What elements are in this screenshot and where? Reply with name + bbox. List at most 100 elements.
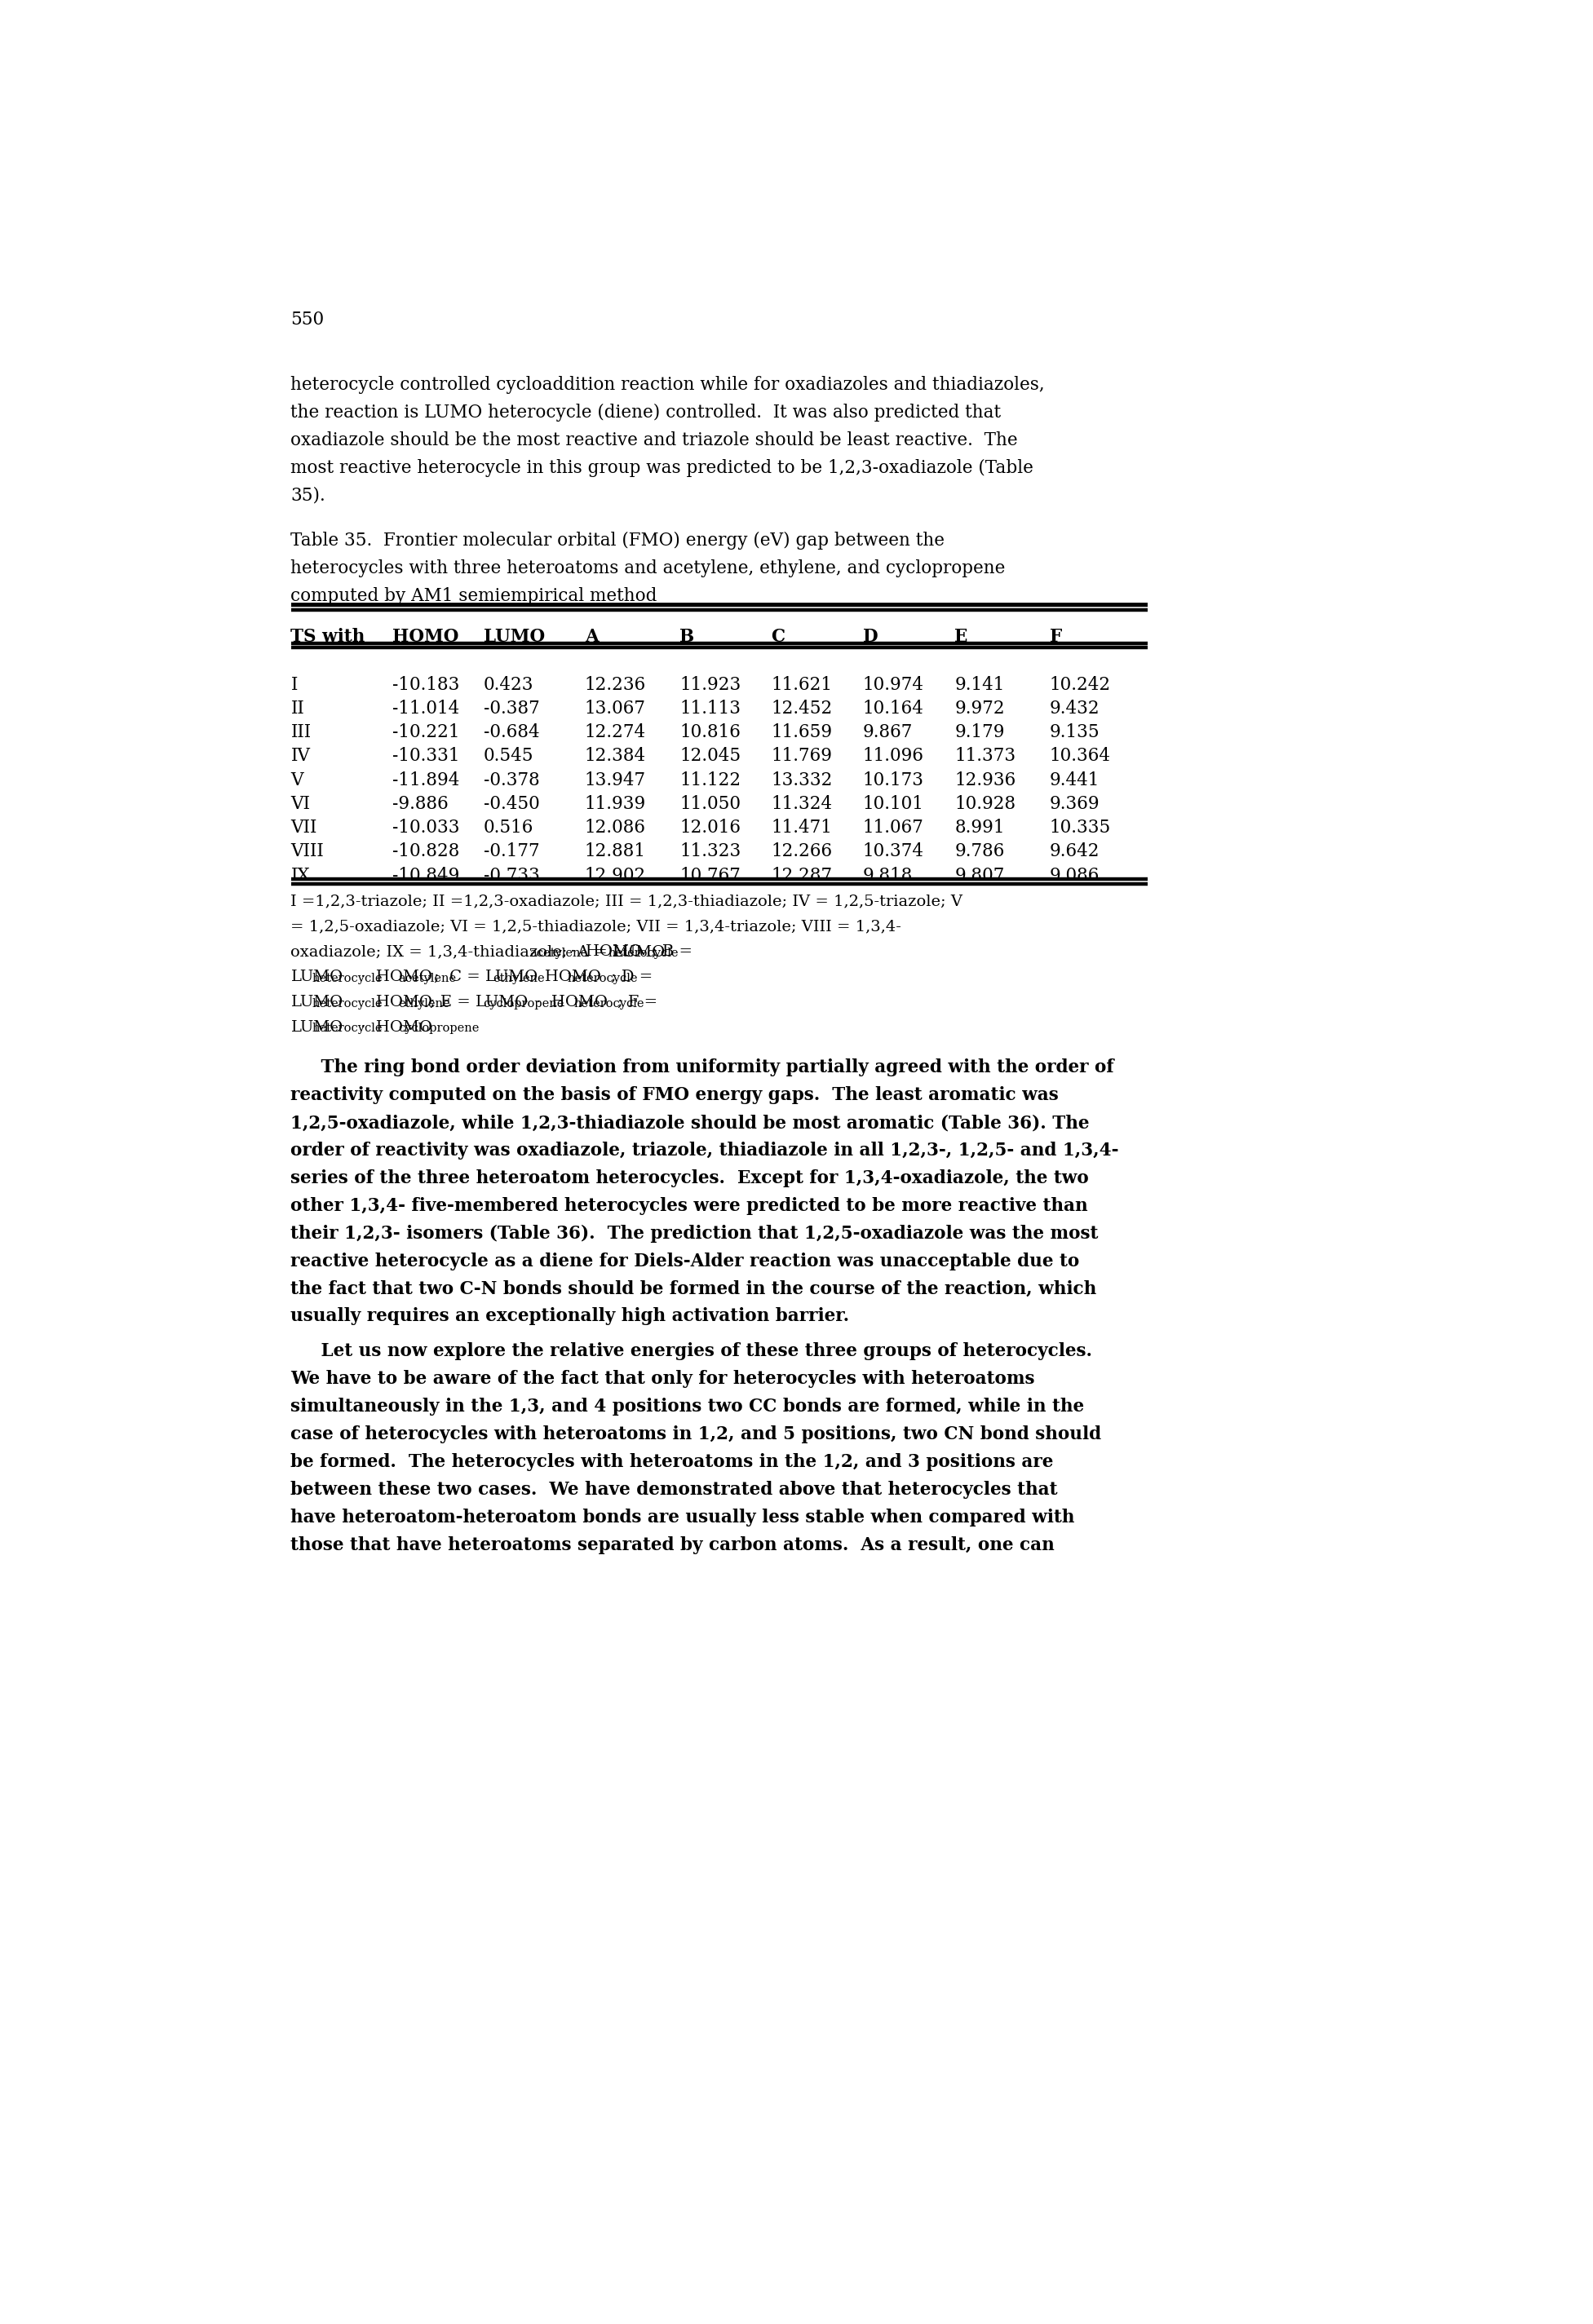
Text: 10.101: 10.101 [863,795,924,813]
Text: 0.516: 0.516 [484,818,534,837]
Text: -0.733: -0.733 [484,867,540,885]
Text: 12.287: 12.287 [771,867,833,885]
Text: 12.266: 12.266 [771,844,833,860]
Text: 10.335: 10.335 [1050,818,1110,837]
Text: acetylene: acetylene [398,974,456,983]
Text: have heteroatom-heteroatom bonds are usually less stable when compared with: have heteroatom-heteroatom bonds are usu… [292,1508,1075,1527]
Text: reactivity computed on the basis of FMO energy gaps.  The least aromatic was: reactivity computed on the basis of FMO … [292,1085,1059,1104]
Text: ; F =: ; F = [618,995,658,1009]
Text: series of the three heteroatom heterocycles.  Except for 1,3,4-oxadiazole, the t: series of the three heteroatom heterocyc… [292,1169,1090,1188]
Text: reactive heterocycle as a diene for Diels-Alder reaction was unacceptable due to: reactive heterocycle as a diene for Diel… [292,1253,1080,1269]
Text: V: V [292,772,304,790]
Text: -10.849: -10.849 [392,867,459,885]
Text: other 1,3,4- five-membered heterocycles were predicted to be more reactive than: other 1,3,4- five-membered heterocycles … [292,1197,1088,1215]
Text: D: D [863,627,878,646]
Text: ·  HOMO: · HOMO [355,1020,433,1034]
Text: most reactive heterocycle in this group was predicted to be 1,2,3-oxadiazole (Ta: most reactive heterocycle in this group … [292,460,1034,476]
Text: 8.991: 8.991 [954,818,1005,837]
Text: 11.659: 11.659 [771,723,833,741]
Text: heterocycle: heterocycle [573,997,644,1009]
Text: usually requires an exceptionally high activation barrier.: usually requires an exceptionally high a… [292,1308,849,1325]
Text: -10.183: -10.183 [392,676,459,693]
Text: -10.033: -10.033 [392,818,459,837]
Text: be formed.  The heterocycles with heteroatoms in the 1,2, and 3 positions are: be formed. The heterocycles with heteroa… [292,1452,1053,1471]
Text: 13.947: 13.947 [585,772,647,790]
Text: 12.045: 12.045 [680,748,741,765]
Text: -0.378: -0.378 [484,772,540,790]
Text: 9.179: 9.179 [954,723,1005,741]
Text: heterocycle controlled cycloaddition reaction while for oxadiazoles and thiadiaz: heterocycle controlled cycloaddition rea… [292,376,1045,395]
Text: 12.452: 12.452 [771,700,833,718]
Text: acetylene: acetylene [530,948,588,960]
Text: ; D =: ; D = [610,969,653,985]
Text: cyclopropene: cyclopropene [483,997,564,1009]
Text: ; E = LUMO: ; E = LUMO [430,995,529,1009]
Text: III: III [292,723,311,741]
Text: HOMO: HOMO [392,627,459,646]
Text: IV: IV [292,748,311,765]
Text: 9.369: 9.369 [1050,795,1099,813]
Text: -0.387: -0.387 [484,700,540,718]
Text: 9.432: 9.432 [1050,700,1099,718]
Text: 9.135: 9.135 [1050,723,1099,741]
Text: 9.867: 9.867 [863,723,913,741]
Text: 13.332: 13.332 [771,772,833,790]
Text: ethylene: ethylene [492,974,545,983]
Text: 12.016: 12.016 [680,818,741,837]
Text: simultaneously in the 1,3, and 4 positions two CC bonds are formed, while in the: simultaneously in the 1,3, and 4 positio… [292,1397,1085,1415]
Text: 12.881: 12.881 [585,844,645,860]
Text: Let us now explore the relative energies of these three groups of heterocycles.: Let us now explore the relative energies… [292,1343,1093,1360]
Text: 9.818: 9.818 [863,867,913,885]
Text: VIII: VIII [292,844,323,860]
Text: order of reactivity was oxadiazole, triazole, thiadiazole in all 1,2,3-, 1,2,5- : order of reactivity was oxadiazole, tria… [292,1141,1120,1160]
Text: 12.384: 12.384 [585,748,647,765]
Text: 12.902: 12.902 [585,867,647,885]
Text: 11.113: 11.113 [680,700,741,718]
Text: ·  HOMO: · HOMO [530,995,609,1009]
Text: heterocycle: heterocycle [312,1023,382,1034]
Text: 10.974: 10.974 [863,676,924,693]
Text: 12.274: 12.274 [585,723,647,741]
Text: 11.769: 11.769 [771,748,833,765]
Text: 11.621: 11.621 [771,676,833,693]
Text: 11.471: 11.471 [771,818,832,837]
Text: E: E [954,627,969,646]
Text: = 1,2,5-oxadiazole; VI = 1,2,5-thiadiazole; VII = 1,3,4-triazole; VIII = 1,3,4-: = 1,2,5-oxadiazole; VI = 1,2,5-thiadiazo… [292,920,902,934]
Text: their 1,2,3- isomers (Table 36).  The prediction that 1,2,5-oxadiazole was the m: their 1,2,3- isomers (Table 36). The pre… [292,1225,1099,1243]
Text: ·  HOMO: · HOMO [524,969,601,985]
Text: 10.364: 10.364 [1050,748,1110,765]
Text: 10.242: 10.242 [1050,676,1110,693]
Text: Table 35.  Frontier molecular orbital (FMO) energy (eV) gap between the: Table 35. Frontier molecular orbital (FM… [292,532,945,551]
Text: C: C [771,627,785,646]
Text: LUMO: LUMO [292,995,342,1009]
Text: LUMO: LUMO [484,627,545,646]
Text: 12.236: 12.236 [585,676,647,693]
Text: oxadiazole should be the most reactive and triazole should be least reactive.  T: oxadiazole should be the most reactive a… [292,432,1018,449]
Text: case of heterocycles with heteroatoms in 1,2, and 5 positions, two CN bond shoul: case of heterocycles with heteroatoms in… [292,1425,1102,1443]
Text: VI: VI [292,795,311,813]
Text: 9.972: 9.972 [954,700,1005,718]
Text: -11.014: -11.014 [392,700,459,718]
Text: 9.141: 9.141 [954,676,1005,693]
Text: heterocycle: heterocycle [312,974,382,983]
Text: B: B [680,627,695,646]
Text: The ring bond order deviation from uniformity partially agreed with the order of: The ring bond order deviation from unifo… [292,1060,1115,1076]
Text: 11.373: 11.373 [954,748,1016,765]
Text: I =1,2,3-triazole; II =1,2,3-oxadiazole; III = 1,2,3-thiadiazole; IV = 1,2,5-tri: I =1,2,3-triazole; II =1,2,3-oxadiazole;… [292,895,962,909]
Text: -0.177: -0.177 [484,844,540,860]
Text: ethylene: ethylene [398,997,451,1009]
Text: IX: IX [292,867,311,885]
Text: 12.936: 12.936 [954,772,1016,790]
Text: 10.767: 10.767 [680,867,741,885]
Text: heterocycles with three heteroatoms and acetylene, ethylene, and cyclopropene: heterocycles with three heteroatoms and … [292,560,1005,576]
Text: -0.450: -0.450 [484,795,540,813]
Text: heterocycle: heterocycle [567,974,637,983]
Text: 13.067: 13.067 [585,700,645,718]
Text: -10.221: -10.221 [392,723,459,741]
Text: computed by AM1 semiempirical method: computed by AM1 semiempirical method [292,588,658,604]
Text: ·  HOMO: · HOMO [355,969,433,985]
Text: -10.331: -10.331 [392,748,459,765]
Text: the reaction is LUMO heterocycle (diene) controlled.  It was also predicted that: the reaction is LUMO heterocycle (diene)… [292,404,1002,423]
Text: LUMO: LUMO [292,1020,342,1034]
Text: 12.086: 12.086 [585,818,645,837]
